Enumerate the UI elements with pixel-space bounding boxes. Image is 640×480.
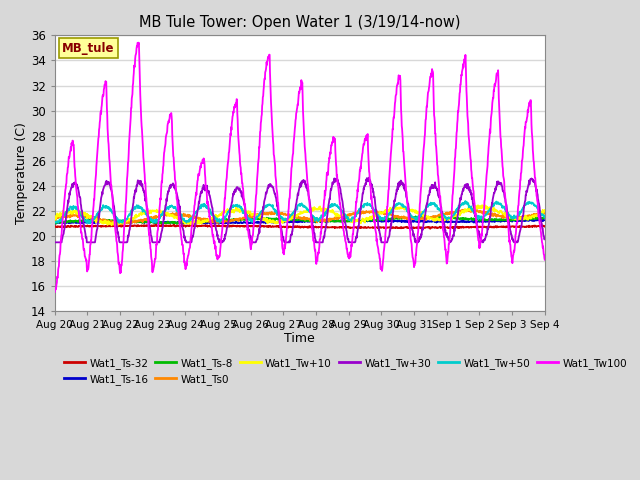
Title: MB Tule Tower: Open Water 1 (3/19/14-now): MB Tule Tower: Open Water 1 (3/19/14-now… bbox=[139, 15, 461, 30]
Wat1_Ts0 bbox=[118, 222, 125, 228]
Wat1_Tw100 bbox=[160, 150, 168, 156]
Wat1_Tw+50 bbox=[440, 213, 447, 218]
Wat1_Ts-32 bbox=[159, 222, 166, 228]
X-axis label: Time: Time bbox=[284, 332, 315, 345]
Wat1_Tw+10 bbox=[376, 208, 383, 214]
Wat1_Ts-32 bbox=[541, 224, 548, 229]
Y-axis label: Temperature (C): Temperature (C) bbox=[15, 122, 28, 224]
Wat1_Ts0 bbox=[440, 211, 447, 217]
Wat1_Ts-8 bbox=[215, 218, 223, 224]
Wat1_Ts-16 bbox=[215, 219, 223, 225]
Wat1_Tw+50 bbox=[148, 219, 156, 225]
Wat1_Tw+50 bbox=[541, 215, 548, 221]
Wat1_Ts-8 bbox=[160, 220, 168, 226]
Wat1_Tw+30 bbox=[483, 230, 491, 236]
Wat1_Tw+50 bbox=[86, 220, 93, 226]
Wat1_Ts0 bbox=[461, 207, 468, 213]
Wat1_Ts0 bbox=[541, 210, 548, 216]
Wat1_Tw+30 bbox=[215, 236, 223, 242]
Wat1_Ts-32 bbox=[440, 225, 448, 231]
Wat1_Ts0 bbox=[376, 210, 383, 216]
Wat1_Tw+10 bbox=[478, 202, 486, 208]
Wat1_Ts-16 bbox=[440, 219, 447, 225]
Wat1_Tw+30 bbox=[148, 236, 156, 241]
Wat1_Ts-32 bbox=[215, 223, 223, 229]
Wat1_Tw100 bbox=[148, 265, 156, 271]
Wat1_Tw+30 bbox=[365, 175, 373, 180]
Wat1_Tw+30 bbox=[160, 214, 168, 220]
Wat1_Tw100 bbox=[440, 230, 447, 236]
Wat1_Tw100 bbox=[51, 289, 59, 295]
Wat1_Tw100 bbox=[134, 40, 142, 46]
Wat1_Tw+10 bbox=[148, 207, 156, 213]
Legend: Wat1_Ts-32, Wat1_Ts-16, Wat1_Ts-8, Wat1_Ts0, Wat1_Tw+10, Wat1_Tw+30, Wat1_Tw+50,: Wat1_Ts-32, Wat1_Ts-16, Wat1_Ts-8, Wat1_… bbox=[60, 354, 631, 389]
Wat1_Ts-16 bbox=[376, 218, 383, 224]
Wat1_Tw+50 bbox=[215, 218, 223, 224]
Wat1_Ts-16 bbox=[148, 219, 156, 225]
Wat1_Ts-32 bbox=[376, 225, 383, 230]
Wat1_Tw+10 bbox=[51, 214, 59, 219]
Wat1_Ts-8 bbox=[541, 215, 548, 220]
Line: Wat1_Ts-32: Wat1_Ts-32 bbox=[55, 225, 545, 229]
Wat1_Ts0 bbox=[148, 216, 156, 221]
Wat1_Tw+10 bbox=[483, 204, 491, 210]
Wat1_Ts-8 bbox=[440, 215, 448, 221]
Wat1_Tw+50 bbox=[461, 198, 469, 204]
Wat1_Ts0 bbox=[215, 220, 223, 226]
Wat1_Ts-16 bbox=[538, 216, 546, 222]
Wat1_Ts-32 bbox=[148, 223, 156, 228]
Wat1_Tw+30 bbox=[440, 219, 447, 225]
Text: MB_tule: MB_tule bbox=[62, 42, 115, 55]
Wat1_Tw100 bbox=[215, 255, 223, 261]
Line: Wat1_Tw+10: Wat1_Tw+10 bbox=[55, 205, 545, 226]
Wat1_Ts-16 bbox=[541, 217, 548, 223]
Wat1_Tw+10 bbox=[160, 210, 168, 216]
Wat1_Tw+50 bbox=[483, 211, 491, 216]
Wat1_Ts-32 bbox=[426, 226, 434, 232]
Wat1_Ts-16 bbox=[160, 219, 168, 225]
Wat1_Tw+10 bbox=[215, 213, 223, 219]
Wat1_Tw100 bbox=[483, 169, 491, 175]
Wat1_Ts-8 bbox=[376, 216, 383, 222]
Line: Wat1_Tw+50: Wat1_Tw+50 bbox=[55, 201, 545, 223]
Wat1_Tw+50 bbox=[376, 214, 383, 219]
Wat1_Ts-8 bbox=[148, 219, 156, 225]
Wat1_Ts-16 bbox=[51, 221, 59, 227]
Wat1_Ts-8 bbox=[420, 213, 428, 218]
Wat1_Ts-8 bbox=[483, 217, 491, 223]
Wat1_Tw+50 bbox=[51, 219, 59, 225]
Line: Wat1_Tw+30: Wat1_Tw+30 bbox=[55, 178, 545, 242]
Wat1_Ts-32 bbox=[483, 225, 491, 230]
Wat1_Tw+50 bbox=[160, 209, 168, 215]
Wat1_Ts-8 bbox=[173, 221, 180, 227]
Line: Wat1_Ts-16: Wat1_Ts-16 bbox=[55, 219, 545, 224]
Line: Wat1_Tw100: Wat1_Tw100 bbox=[55, 43, 545, 292]
Wat1_Ts-32 bbox=[160, 223, 168, 228]
Wat1_Tw100 bbox=[541, 257, 548, 263]
Wat1_Tw+10 bbox=[541, 207, 548, 213]
Line: Wat1_Ts0: Wat1_Ts0 bbox=[55, 210, 545, 225]
Wat1_Tw+30 bbox=[541, 236, 548, 241]
Wat1_Ts0 bbox=[160, 213, 168, 218]
Wat1_Ts-8 bbox=[51, 218, 59, 224]
Wat1_Ts0 bbox=[51, 216, 59, 222]
Wat1_Ts-16 bbox=[483, 218, 490, 224]
Wat1_Tw+10 bbox=[113, 223, 120, 228]
Wat1_Ts-32 bbox=[51, 223, 59, 229]
Wat1_Tw100 bbox=[376, 255, 383, 261]
Wat1_Ts0 bbox=[483, 210, 491, 216]
Line: Wat1_Ts-8: Wat1_Ts-8 bbox=[55, 216, 545, 224]
Wat1_Tw+10 bbox=[440, 216, 447, 222]
Wat1_Tw+30 bbox=[51, 240, 59, 245]
Wat1_Tw+30 bbox=[376, 230, 383, 236]
